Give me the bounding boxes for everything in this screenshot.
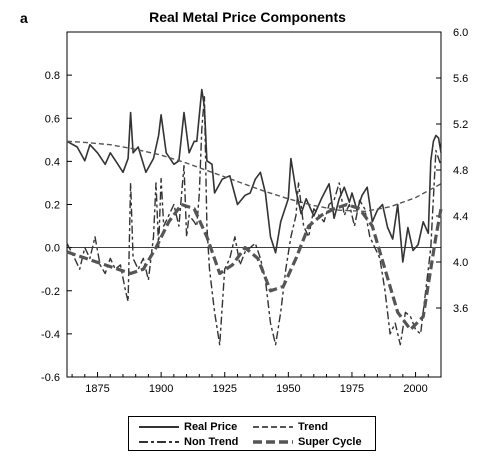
panel-letter: a xyxy=(20,10,28,26)
y-right-tick-label: 4.4 xyxy=(453,211,468,223)
y-left-tick-label: 0.0 xyxy=(45,243,60,255)
x-tick-label: 2000 xyxy=(403,383,427,395)
y-left-tick-label: 0.4 xyxy=(45,156,60,168)
legend-label-real-price: Real Price xyxy=(184,420,238,433)
x-tick-label: 1875 xyxy=(85,383,109,395)
x-tick-label: 1900 xyxy=(149,383,173,395)
y-left-tick-label: -0.2 xyxy=(41,286,60,298)
x-tick-label: 1975 xyxy=(340,383,364,395)
y-left-tick-label: -0.4 xyxy=(41,329,60,341)
legend-item-super-cycle: Super Cycle xyxy=(253,434,362,449)
legend: Real Price Trend Non Trend Super Cycle xyxy=(128,416,376,451)
series-line-non-trend xyxy=(66,95,442,346)
series-group xyxy=(66,88,443,346)
axes-group: 1875 1900 1925 1950 1975 2000 -0.6 -0.4 -0.2 0.0 0… xyxy=(41,27,468,395)
y-right-tick-label: 5.6 xyxy=(453,73,468,85)
x-tick-label: 1925 xyxy=(212,383,236,395)
y-left-tick-label: 0.2 xyxy=(45,200,60,212)
legend-label-super-cycle: Super Cycle xyxy=(298,435,362,448)
chart-title: Real Metal Price Components xyxy=(149,9,346,25)
plot-frame xyxy=(66,31,442,378)
y-right-tick-label: 6.0 xyxy=(453,27,468,39)
y-left-tick-label: -0.6 xyxy=(41,372,60,384)
legend-label-trend: Trend xyxy=(298,420,328,433)
x-tick-label: 1950 xyxy=(276,383,300,395)
series-line-real-price xyxy=(66,88,442,263)
legend-item-real-price: Real Price xyxy=(139,419,237,434)
legend-item-non-trend: Non Trend xyxy=(139,434,238,449)
legend-swatch-trend xyxy=(253,425,293,428)
legend-swatch-super-cycle xyxy=(253,439,293,444)
series-line-super-cycle xyxy=(66,202,443,332)
y-right-tick-label: 3.6 xyxy=(453,303,468,315)
y-right-tick-label: 5.2 xyxy=(453,119,468,131)
legend-swatch-real-price xyxy=(139,425,179,428)
series-line-trend xyxy=(66,140,442,213)
legend-label-non-trend: Non Trend xyxy=(184,435,239,448)
y-left-tick-label: 0.8 xyxy=(45,70,60,82)
y-left-tick-label: 0.6 xyxy=(45,113,60,125)
y-right-tick-label: 4.0 xyxy=(453,257,468,269)
legend-swatch-non-trend xyxy=(139,440,179,443)
y-right-tick-label: 4.8 xyxy=(453,165,468,177)
legend-item-trend: Trend xyxy=(253,419,328,434)
